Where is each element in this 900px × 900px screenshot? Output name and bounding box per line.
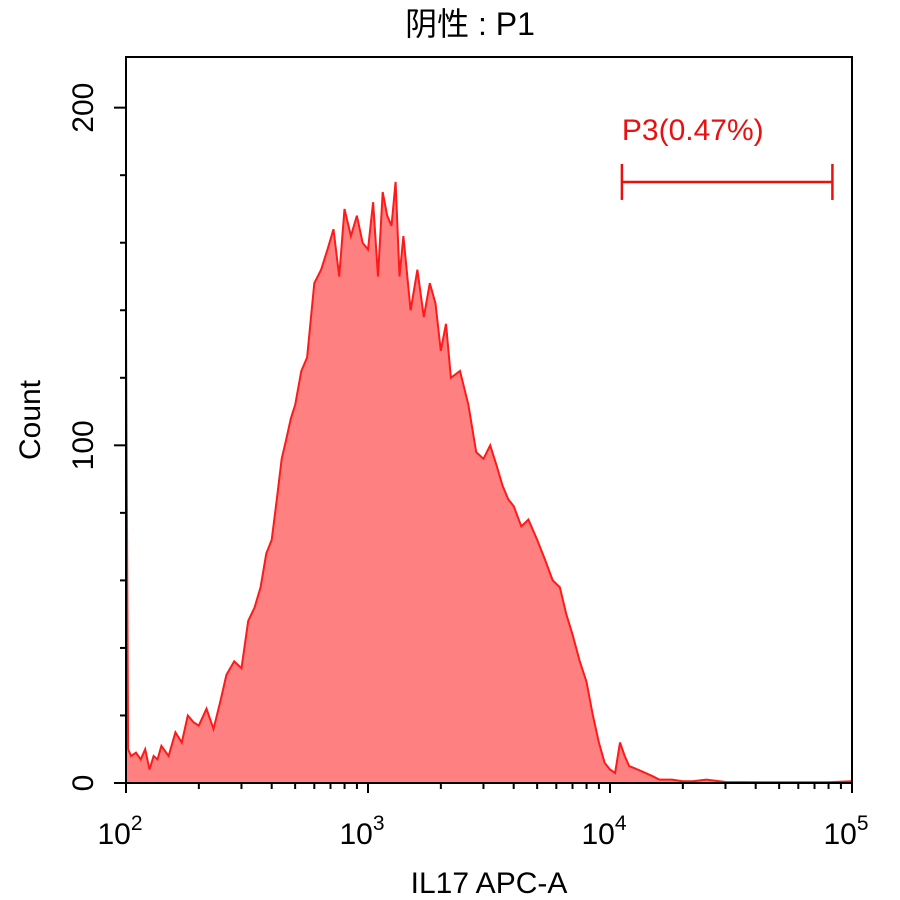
y-tick-label: 100: [67, 420, 100, 470]
x-tick-label: 102: [97, 812, 142, 851]
x-axis-label: IL17 APC-A: [411, 867, 568, 900]
x-tick-label: 103: [339, 812, 384, 851]
plot-frame: [125, 56, 853, 784]
chart-title: 阴性 : P1: [405, 6, 535, 42]
y-tick-label: 200: [67, 83, 100, 133]
gate-label: P3(0.47%): [622, 114, 764, 147]
y-axis-ticks: [114, 106, 126, 784]
histogram-line: [125, 181, 853, 784]
y-axis-label: Count: [14, 379, 47, 460]
y-tick-label: 0: [67, 775, 100, 792]
x-axis-tick-labels: 102 103 104 105: [97, 812, 868, 851]
plot-area: [125, 181, 853, 784]
x-tick-label: 104: [581, 812, 626, 851]
x-tick-label: 105: [823, 812, 868, 851]
y-axis-tick-labels: 0 100 200: [67, 83, 100, 792]
x-axis-ticks: [125, 783, 853, 793]
histogram-fill: [126, 181, 852, 783]
gate-p3: P3(0.47%): [620, 114, 834, 200]
